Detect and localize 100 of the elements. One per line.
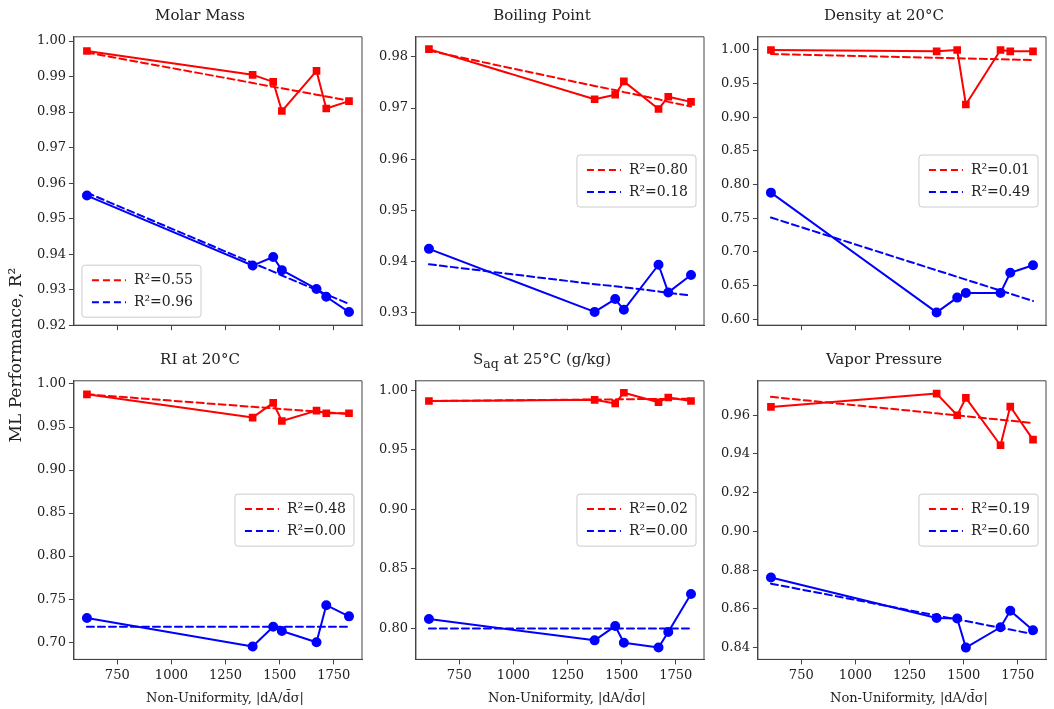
legend-label: R²=0.96 xyxy=(133,292,194,309)
point xyxy=(663,627,674,638)
x-tick-label: 1750 xyxy=(659,666,693,682)
point xyxy=(611,399,620,408)
x-tick-label: 1500 xyxy=(605,666,639,682)
point xyxy=(590,95,599,104)
point xyxy=(1029,435,1037,444)
point xyxy=(321,600,332,611)
point xyxy=(81,190,92,201)
legend-label: R²=0.55 xyxy=(133,270,194,287)
point xyxy=(345,409,353,418)
point xyxy=(653,642,664,653)
point xyxy=(1006,402,1015,411)
point xyxy=(687,397,695,405)
x-tick-label: 1500 xyxy=(263,666,297,682)
y-tick-label: 1.00 xyxy=(378,381,408,397)
point xyxy=(83,390,91,399)
y-tick-label: 0.97 xyxy=(36,138,66,154)
x-tick-label: 1750 xyxy=(317,666,351,682)
point xyxy=(618,304,629,315)
point xyxy=(322,409,331,418)
point xyxy=(423,243,434,254)
y-tick-label: 0.92 xyxy=(36,316,66,332)
y-tick-label: 0.94 xyxy=(36,245,66,261)
point xyxy=(931,307,942,318)
point xyxy=(1005,605,1016,616)
x-tick-label: 1000 xyxy=(154,666,188,682)
point xyxy=(322,104,331,113)
legend-label: R²=0.60 xyxy=(970,521,1031,538)
point xyxy=(1028,260,1039,271)
point xyxy=(664,393,673,402)
chart-title: Boiling Point xyxy=(493,5,591,26)
y-tick-label: 0.98 xyxy=(36,103,66,119)
x-tick-label: 1750 xyxy=(1001,666,1035,682)
y-tick-label: 0.70 xyxy=(720,243,750,259)
point xyxy=(664,92,673,101)
point xyxy=(952,613,963,624)
y-tick-label: 0.93 xyxy=(36,281,66,297)
point xyxy=(268,621,279,632)
point xyxy=(931,612,942,623)
y-tick-label: 0.96 xyxy=(36,174,66,190)
point xyxy=(312,67,321,75)
point xyxy=(960,287,971,298)
y-tick-label: 0.75 xyxy=(720,209,750,225)
x-axis-title: Non-Uniformity, |dA/d̄σ| xyxy=(145,688,304,707)
x-tick-label: 1250 xyxy=(209,666,243,682)
point xyxy=(765,187,776,198)
point xyxy=(425,45,433,53)
chart-title: Molar Mass xyxy=(155,5,245,26)
point xyxy=(996,441,1005,450)
point xyxy=(311,283,322,294)
y-tick-label: 0.88 xyxy=(720,561,750,577)
chart-title: Vapor Pressure xyxy=(825,349,943,370)
y-tick-label: 0.95 xyxy=(36,418,66,434)
point xyxy=(686,270,697,280)
point xyxy=(589,635,600,646)
legend-label: R²=0.49 xyxy=(970,182,1031,199)
point xyxy=(344,307,355,318)
point xyxy=(952,292,963,303)
x-tick-label: 750 xyxy=(104,666,130,682)
point xyxy=(610,621,621,632)
point xyxy=(653,259,664,270)
y-tick-label: 0.90 xyxy=(720,108,750,124)
point xyxy=(248,70,257,79)
point xyxy=(620,77,628,86)
y-tick-label: 0.96 xyxy=(378,150,408,166)
point xyxy=(663,287,674,298)
y-tick-label: 0.95 xyxy=(378,201,408,217)
x-axis-title: Non-Uniformity, |dA/d̄σ| xyxy=(487,688,646,707)
point xyxy=(589,306,600,317)
y-tick-label: 0.95 xyxy=(378,441,408,457)
point xyxy=(618,637,629,648)
y-tick-label: 0.80 xyxy=(36,547,66,563)
y-tick-label: 0.84 xyxy=(720,638,750,654)
y-tick-label: 0.90 xyxy=(378,500,408,516)
point xyxy=(686,588,697,599)
y-tick-label: 0.75 xyxy=(36,590,66,606)
point xyxy=(1006,47,1015,56)
x-tick-label: 750 xyxy=(788,666,814,682)
point xyxy=(767,46,775,54)
x-tick-label: 1000 xyxy=(496,666,530,682)
x-tick-label: 1000 xyxy=(838,666,872,682)
point xyxy=(345,97,353,105)
point xyxy=(278,417,286,425)
point xyxy=(767,403,775,411)
point xyxy=(960,642,971,653)
point xyxy=(81,613,92,624)
y-tick-label: 0.65 xyxy=(720,276,750,292)
y-tick-label: 0.90 xyxy=(36,461,66,477)
legend-label: R²=0.01 xyxy=(970,160,1031,177)
y-tick-label: 0.95 xyxy=(720,75,750,91)
point xyxy=(953,46,962,54)
point xyxy=(276,626,287,636)
point xyxy=(654,105,663,113)
y-tick-label: 0.85 xyxy=(720,142,750,158)
point xyxy=(962,394,970,402)
y-tick-label: 1.00 xyxy=(36,375,66,391)
point xyxy=(268,252,279,263)
point xyxy=(765,572,776,583)
point xyxy=(278,107,286,115)
